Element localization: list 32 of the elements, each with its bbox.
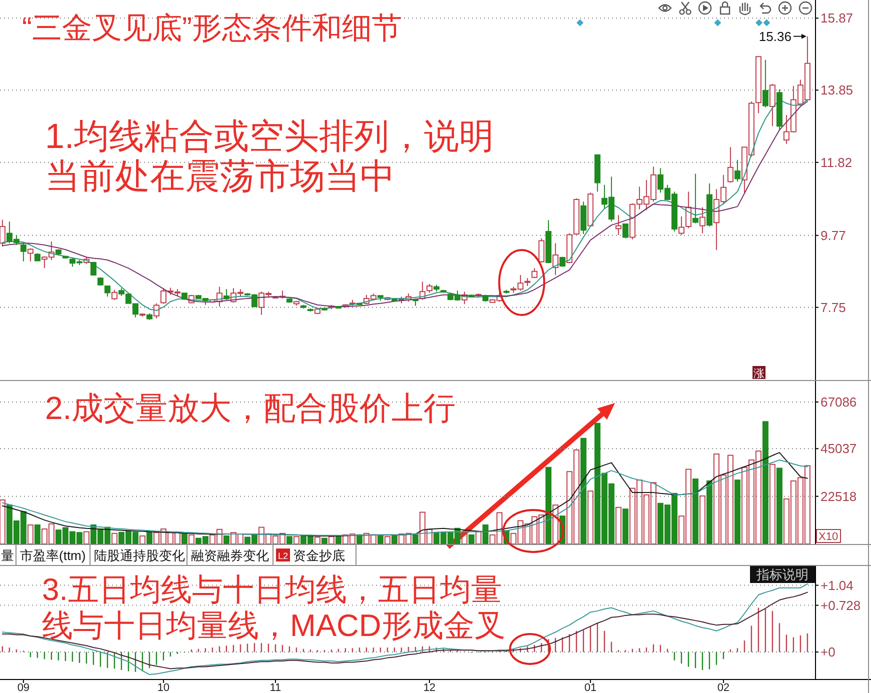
y-tick-label: 13.85 — [820, 82, 854, 98]
y-tick-label: 45037 — [820, 441, 857, 456]
text: L2 — [278, 551, 288, 561]
text: 资金抄底 — [293, 548, 345, 563]
text: 融资融券变化 — [191, 548, 269, 563]
text: 量 — [1, 548, 14, 563]
y-tick-label: +0 — [820, 644, 836, 660]
annotation: 3.五日均线与十日均线，五日均量线与十日均量线，MACD形成金叉 — [42, 572, 506, 643]
x-tick-label: 11 — [270, 682, 282, 693]
y-tick-label: 67086 — [820, 394, 857, 410]
annotation: 指标说明 — [756, 567, 808, 582]
text: X10 — [818, 531, 838, 543]
chart-title: “三金叉见底”形态条件和细节 — [22, 12, 402, 45]
annotation: 2.成交量放大，配合股价上行 — [45, 390, 456, 426]
y-tick-label: +1.04 — [820, 578, 854, 593]
x-tick-label: 10 — [157, 682, 170, 693]
y-tick-label: 15.87 — [820, 10, 854, 26]
annotation: 15.36 — [758, 28, 792, 44]
y-tick-label: 22518 — [820, 488, 857, 504]
y-tick-label: +0.728 — [820, 598, 861, 613]
note: 15.36 — [758, 28, 806, 44]
x-tick-label: 12 — [423, 682, 436, 693]
annotation: 涨 — [754, 368, 764, 380]
x-tick-label: 02 — [717, 682, 730, 693]
x-tick-label: 01 — [584, 682, 597, 693]
y-tick-label: 9.77 — [820, 228, 846, 243]
y-tick-label: 11.82 — [820, 154, 852, 170]
x-tick-label: 09 — [17, 682, 30, 693]
annotation: 1.均线粘合或空头排列，说明当前处在震荡市场当中 — [45, 117, 494, 196]
text: 陆股通持股变化 — [94, 548, 185, 563]
y-tick-label: 7.75 — [820, 300, 846, 315]
text: 市盈率(ttm) — [20, 548, 86, 563]
